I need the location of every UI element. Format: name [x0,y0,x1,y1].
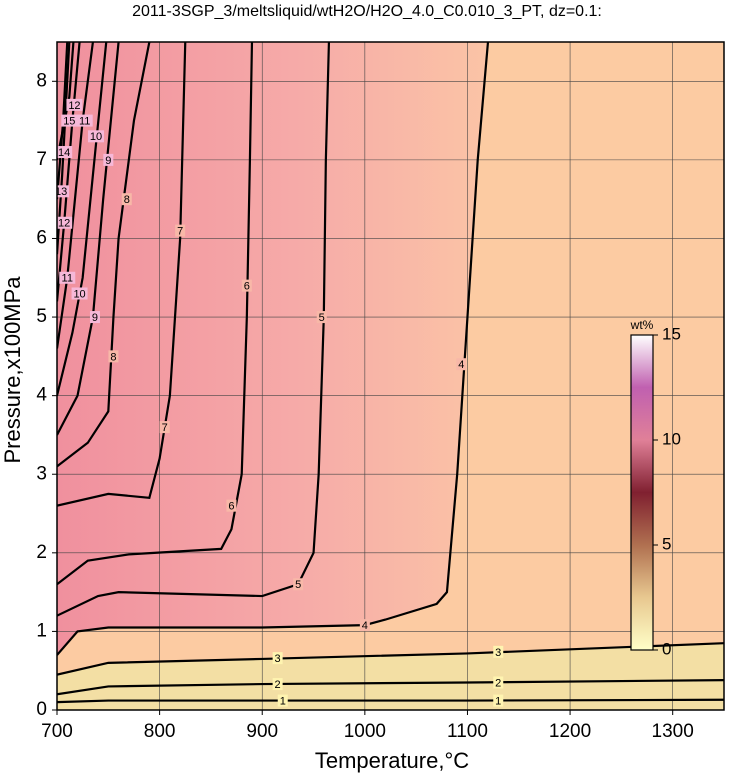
overlay: 700 800 900 1000 1100 1200 1300012345678wt%051… [36,41,725,742]
contour-label: 5 [295,579,301,591]
y-axis-label: Pressure,x100MPa [0,276,25,464]
contour-label-box [456,358,467,371]
contour-label-box [159,421,170,434]
contour-label-box [71,287,88,300]
contour-label-box [57,146,73,159]
x-tick-label: 1100 [447,721,488,742]
contour-label: 15 [63,115,75,127]
x-tick-label: 900 [246,721,278,742]
contour-label-box [76,114,93,127]
contour-label: 12 [68,100,80,112]
contour-label: 1 [280,695,286,707]
contour-label: 11 [62,273,73,285]
y-tick-label: 6 [36,227,47,248]
y-tick-label: 7 [36,149,47,170]
contour-label: 8 [110,351,116,363]
contour-label: 5 [319,312,325,324]
contour-label: 9 [92,312,98,324]
contour-label-box [103,153,114,166]
contour-label: 7 [162,422,168,434]
contour-label-box [175,224,186,237]
contour-line [57,679,725,696]
x-tick-label: 1200 [549,721,591,742]
contour-label-box [226,499,237,512]
contour-label: 11 [79,115,90,127]
contour-label-box [293,578,304,591]
x-tick-label: 1000 [344,721,386,742]
contour-label: 2 [275,679,281,691]
contour-line [57,642,725,676]
y-tick-label: 4 [36,385,47,406]
y-tick-label: 3 [36,463,47,484]
contour-label-box [316,311,327,324]
contour-line [57,42,95,349]
contour-label-box [272,652,283,665]
contour-label-box [59,271,76,284]
contour-label: 4 [458,359,464,371]
contour-line [57,42,81,302]
contour-label: 14 [58,147,70,159]
contour-label: 6 [244,281,250,293]
chart-title: 2011-3SGP_3/meltsliquid/wtH2O/H2O_4.0_C0… [132,3,602,20]
contour-label: 2 [495,677,501,689]
x-tick-label: 1300 [652,721,694,742]
contour-line [57,42,108,396]
contour-line [57,42,151,468]
contour-line [57,42,331,617]
plot-frame [56,41,725,711]
colorbar-label: wt% [630,318,654,332]
contour-line [57,42,490,656]
contour-label: 6 [228,501,234,513]
contour-label-box [108,350,119,363]
colorbar-tick-label: 10 [662,429,681,448]
contour-line [57,698,725,704]
contour-label-box [272,678,283,691]
contour-label-box [61,114,78,127]
contour-label-box [241,279,252,292]
x-tick-label: 800 [144,721,176,742]
contour-label: 9 [105,155,111,167]
contour-label-box [121,193,132,206]
contour-label: 13 [55,186,67,198]
contour-label: 10 [73,288,85,300]
colorbar-tick-label: 15 [662,324,681,343]
contour-label-box [493,676,504,689]
contour-label: 3 [495,647,501,659]
contour-label: 4 [362,620,368,632]
y-tick-label: 5 [36,306,47,327]
x-axis-label: Temperature,°C [315,748,469,773]
contour-line [57,42,187,507]
colorbar [630,334,654,651]
contour-line [57,42,254,586]
y-tick-label: 2 [36,542,47,563]
contour-label-box [57,185,70,198]
contour-label-box [493,645,504,658]
contour-label: 1 [495,695,501,707]
y-tick-label: 8 [36,70,47,91]
contour-label-box [89,311,100,324]
y-tick-label: 1 [36,620,47,641]
y-tick-label: 0 [36,699,47,720]
contour-label-box [66,98,83,111]
contour-label-box [87,130,104,143]
contour-label-box [359,619,370,632]
x-tick-label: 700 [41,721,73,742]
contour-line [57,42,75,161]
colorbar-tick-label: 5 [662,534,671,553]
contour-label: 8 [124,194,130,206]
contour-label-box [57,216,73,229]
contour-label-box [277,694,288,707]
contour-label: 7 [177,226,183,238]
contour-label-box [493,694,504,707]
high-water-region [57,42,488,655]
contour-label: 3 [275,653,281,665]
contour-label: 10 [90,131,102,143]
colorbar-tick-label: 0 [662,639,671,658]
contour-label: 12 [58,218,70,230]
